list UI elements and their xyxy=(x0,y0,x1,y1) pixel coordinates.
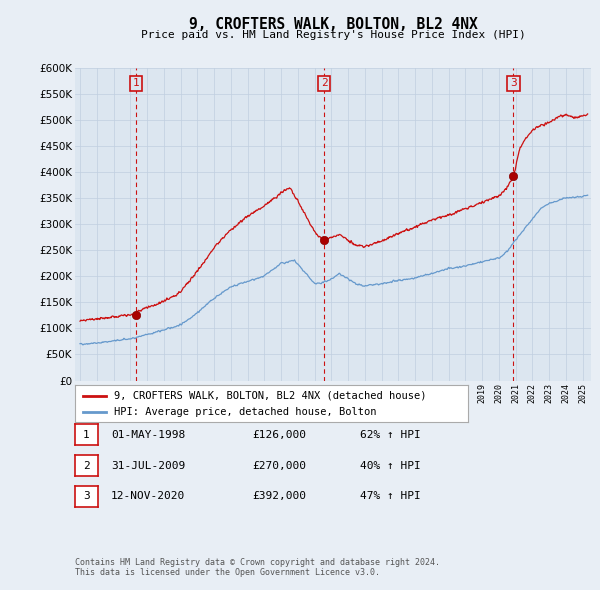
Text: Contains HM Land Registry data © Crown copyright and database right 2024.: Contains HM Land Registry data © Crown c… xyxy=(75,558,440,566)
Text: 2: 2 xyxy=(321,78,328,88)
Text: This data is licensed under the Open Government Licence v3.0.: This data is licensed under the Open Gov… xyxy=(75,568,380,576)
Text: 1: 1 xyxy=(133,78,139,88)
Text: 31-JUL-2009: 31-JUL-2009 xyxy=(111,461,185,470)
Text: 01-MAY-1998: 01-MAY-1998 xyxy=(111,430,185,440)
Text: 1: 1 xyxy=(83,430,90,440)
Text: 9, CROFTERS WALK, BOLTON, BL2 4NX: 9, CROFTERS WALK, BOLTON, BL2 4NX xyxy=(188,17,478,31)
Text: Price paid vs. HM Land Registry's House Price Index (HPI): Price paid vs. HM Land Registry's House … xyxy=(140,30,526,40)
Text: 2: 2 xyxy=(83,461,90,470)
Text: 3: 3 xyxy=(510,78,517,88)
Text: HPI: Average price, detached house, Bolton: HPI: Average price, detached house, Bolt… xyxy=(115,407,377,417)
Text: £270,000: £270,000 xyxy=(252,461,306,470)
Text: 47% ↑ HPI: 47% ↑ HPI xyxy=(360,491,421,501)
Text: 40% ↑ HPI: 40% ↑ HPI xyxy=(360,461,421,470)
Text: 12-NOV-2020: 12-NOV-2020 xyxy=(111,491,185,501)
Text: 9, CROFTERS WALK, BOLTON, BL2 4NX (detached house): 9, CROFTERS WALK, BOLTON, BL2 4NX (detac… xyxy=(115,391,427,401)
Text: £392,000: £392,000 xyxy=(252,491,306,501)
Text: 62% ↑ HPI: 62% ↑ HPI xyxy=(360,430,421,440)
Text: 3: 3 xyxy=(83,491,90,501)
Text: £126,000: £126,000 xyxy=(252,430,306,440)
